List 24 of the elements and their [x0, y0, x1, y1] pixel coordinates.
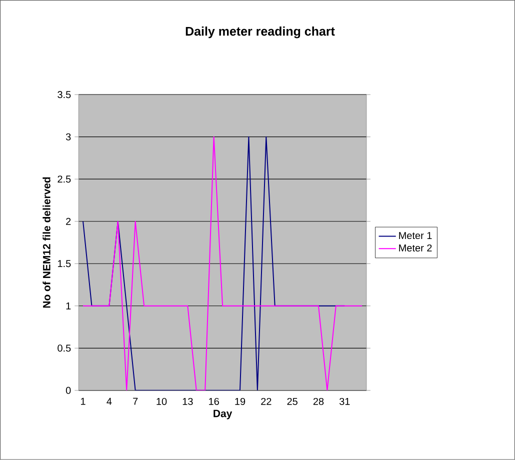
- legend-label: Meter 2: [399, 244, 432, 252]
- x-tick-label: 16: [209, 398, 219, 406]
- y-tick-label: 3.5: [58, 91, 71, 98]
- y-tick-label: 2: [66, 218, 71, 225]
- chart-title: Daily meter reading chart: [186, 26, 335, 38]
- y-tick-label: 0.5: [58, 344, 71, 352]
- y-tick-label: 1: [66, 302, 71, 310]
- x-tick-label: 7: [133, 398, 138, 405]
- x-tick-label: 19: [235, 398, 246, 406]
- x-tick-label: 10: [156, 398, 167, 406]
- y-tick-label: 3: [66, 133, 71, 140]
- x-tick-label: 4: [106, 398, 112, 405]
- x-tick-label: 13: [182, 398, 193, 406]
- y-tick-label: 1.5: [58, 260, 71, 268]
- x-tick-label: 22: [261, 398, 272, 405]
- y-axis-title: No of NEM12 file delierved: [42, 177, 50, 308]
- x-tick-label: 31: [339, 398, 350, 406]
- y-tick-label: 0: [66, 386, 71, 394]
- y-tick-label: 2.5: [58, 176, 71, 183]
- legend-label: Meter 1: [399, 232, 432, 240]
- x-axis-title: Day: [214, 410, 232, 420]
- x-tick-label: 25: [287, 398, 298, 406]
- x-tick-label: 28: [313, 398, 324, 406]
- x-tick-label: 1: [81, 398, 86, 405]
